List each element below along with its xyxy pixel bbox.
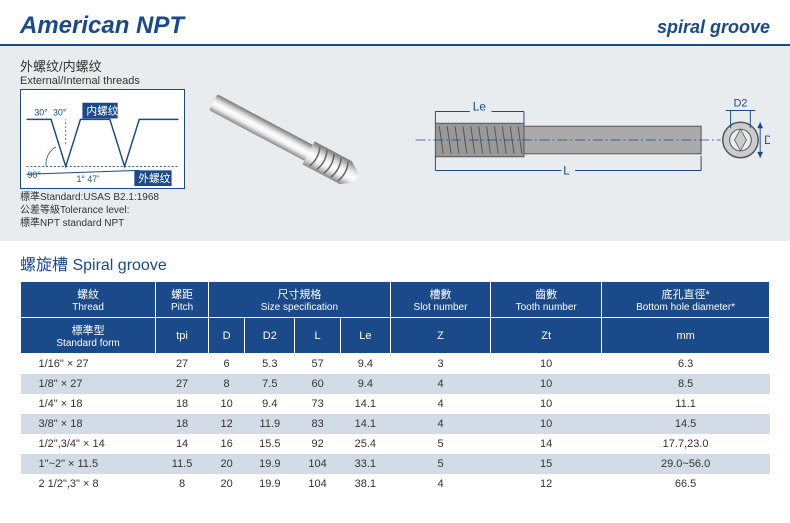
cell-L: 83 [295, 414, 340, 434]
cell-L: 73 [295, 394, 340, 414]
cell-D: 12 [208, 414, 244, 434]
cell-L: 104 [295, 454, 340, 474]
cell-tpi: 18 [156, 394, 209, 414]
cell-D2: 11.9 [245, 414, 295, 434]
cell-Le: 9.4 [340, 374, 390, 394]
cell-thread: 1/8" × 27 [21, 374, 156, 394]
cell-Z: 4 [390, 374, 490, 394]
cell-thread: 2 1/2",3" × 8 [21, 474, 156, 494]
cell-tpi: 11.5 [156, 454, 209, 474]
cell-D2: 9.4 [245, 394, 295, 414]
section-title: 螺旋槽 Spiral groove [0, 241, 790, 281]
cell-L: 57 [295, 354, 340, 375]
cell-Le: 33.1 [340, 454, 390, 474]
cell-L: 104 [295, 474, 340, 494]
cell-tpi: 27 [156, 374, 209, 394]
cell-thread: 1/2",3/4" × 14 [21, 434, 156, 454]
cell-Z: 4 [390, 394, 490, 414]
cell-D2: 7.5 [245, 374, 295, 394]
table-body: 1/16" × 272765.3579.43106.31/8" × 272787… [21, 354, 770, 495]
cell-mm: 29.0~56.0 [602, 454, 770, 474]
thread-profile-diagram: 30° 30° 内螺纹 90° 1° 47' 外螺纹 [20, 89, 185, 189]
table-row: 2 1/2",3" × 882019.910438.141266.5 [21, 474, 770, 494]
cell-Le: 38.1 [340, 474, 390, 494]
cell-mm: 8.5 [602, 374, 770, 394]
label-D2: D2 [734, 98, 748, 110]
cell-Zt: 10 [491, 354, 602, 375]
technical-drawing: Le L D D2 [396, 56, 770, 226]
cell-mm: 6.3 [602, 354, 770, 375]
cell-Zt: 10 [491, 394, 602, 414]
table-row: 1/2",3/4" × 14141615.59225.451417.7,23.0 [21, 434, 770, 454]
cell-thread: 1/4" × 18 [21, 394, 156, 414]
cell-Zt: 10 [491, 414, 602, 434]
label-L: L [563, 163, 570, 177]
cell-Le: 9.4 [340, 354, 390, 375]
cell-D: 20 [208, 474, 244, 494]
cell-L: 60 [295, 374, 340, 394]
cell-Le: 25.4 [340, 434, 390, 454]
cell-Le: 14.1 [340, 414, 390, 434]
cell-Z: 4 [390, 474, 490, 494]
cell-tpi: 18 [156, 414, 209, 434]
cell-D: 6 [208, 354, 244, 375]
cell-D2: 15.5 [245, 434, 295, 454]
table-row: 1/4" × 1818109.47314.141011.1 [21, 394, 770, 414]
cell-Zt: 10 [491, 374, 602, 394]
cell-D: 10 [208, 394, 244, 414]
angle-30-left: 30° [34, 107, 47, 117]
spec-table: 螺紋Thread 螺距Pitch 尺寸規格Size specification … [20, 281, 770, 494]
tool-photo [203, 56, 378, 231]
label-external: 外螺纹 [138, 172, 171, 185]
cell-D: 16 [208, 434, 244, 454]
cell-Zt: 15 [491, 454, 602, 474]
cell-D: 8 [208, 374, 244, 394]
cell-L: 92 [295, 434, 340, 454]
table-header: 螺紋Thread 螺距Pitch 尺寸規格Size specification … [21, 282, 770, 354]
cell-Z: 5 [390, 454, 490, 474]
cell-Le: 14.1 [340, 394, 390, 414]
page-header: American NPT spiral groove [0, 0, 790, 46]
label-D: D [764, 133, 770, 147]
cell-thread: 3/8" × 18 [21, 414, 156, 434]
cell-mm: 66.5 [602, 474, 770, 494]
main-title: American NPT [20, 12, 184, 40]
cell-mm: 17.7,23.0 [602, 434, 770, 454]
profile-title-cn: 外螺纹/内螺纹 [20, 56, 185, 75]
profile-title-en: External/Internal threads [20, 75, 185, 87]
cell-D2: 5.3 [245, 354, 295, 375]
label-Le: Le [473, 99, 487, 113]
cell-mm: 14.5 [602, 414, 770, 434]
angle-1-47: 1° 47' [77, 174, 100, 184]
cell-thread: 1/16" × 27 [21, 354, 156, 375]
cell-thread: 1"~2" × 11.5 [21, 454, 156, 474]
cell-Z: 4 [390, 414, 490, 434]
cell-Z: 3 [390, 354, 490, 375]
thread-profile-block: 外螺纹/内螺纹 External/Internal threads 30° 30… [20, 56, 185, 230]
diagram-panel: 外螺纹/内螺纹 External/Internal threads 30° 30… [0, 46, 790, 241]
cell-tpi: 8 [156, 474, 209, 494]
sub-title: spiral groove [657, 17, 770, 38]
note-3: 標準NPT standard NPT [20, 217, 185, 230]
spec-table-wrap: 螺紋Thread 螺距Pitch 尺寸規格Size specification … [0, 281, 790, 504]
table-row: 1/16" × 272765.3579.43106.3 [21, 354, 770, 375]
table-row: 3/8" × 18181211.98314.141014.5 [21, 414, 770, 434]
cell-D2: 19.9 [245, 474, 295, 494]
angle-90: 90° [28, 170, 41, 180]
cell-D2: 19.9 [245, 454, 295, 474]
note-2: 公差等級Tolerance level: [20, 204, 185, 217]
label-internal: 内螺纹 [86, 105, 119, 118]
cell-tpi: 27 [156, 354, 209, 375]
table-row: 1"~2" × 11.511.52019.910433.151529.0~56.… [21, 454, 770, 474]
cell-tpi: 14 [156, 434, 209, 454]
cell-Zt: 14 [491, 434, 602, 454]
profile-notes: 標準Standard:USAS B2.1:1968 公差等級Tolerance … [20, 191, 185, 230]
cell-D: 20 [208, 454, 244, 474]
note-1: 標準Standard:USAS B2.1:1968 [20, 191, 185, 204]
cell-mm: 11.1 [602, 394, 770, 414]
angle-30-right: 30° [53, 107, 66, 117]
cell-Zt: 12 [491, 474, 602, 494]
cell-Z: 5 [390, 434, 490, 454]
table-row: 1/8" × 272787.5609.44108.5 [21, 374, 770, 394]
